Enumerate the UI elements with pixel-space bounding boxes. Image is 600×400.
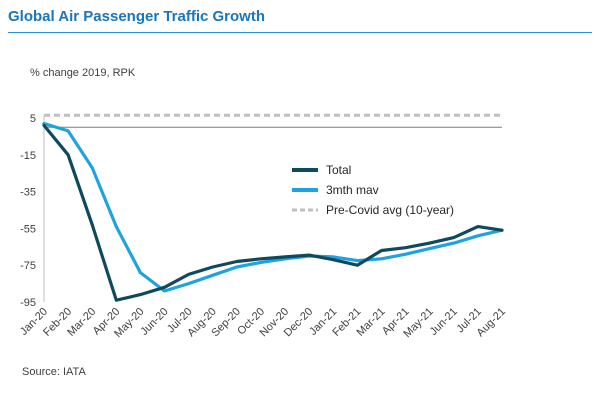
x-tick-label: Jun-21 bbox=[428, 306, 460, 338]
chart-title: Global Air Passenger Traffic Growth bbox=[8, 8, 266, 25]
y-tick-label: 5 bbox=[30, 113, 36, 125]
legend-label: Pre-Covid avg (10-year) bbox=[326, 203, 454, 217]
y-axis-label: % change 2019, RPK bbox=[30, 67, 136, 79]
legend-label: 3mth mav bbox=[326, 183, 379, 197]
y-tick-label: -35 bbox=[20, 187, 36, 199]
y-tick-label: -15 bbox=[20, 150, 36, 162]
legend-label: Total bbox=[326, 163, 351, 177]
x-tick-label: Jun-20 bbox=[138, 306, 170, 338]
series-line-total bbox=[42, 123, 504, 302]
source-note: Source: IATA bbox=[22, 366, 86, 378]
series-line-3mth-mav bbox=[42, 121, 504, 293]
y-tick-label: -95 bbox=[20, 297, 36, 309]
y-tick-label: -75 bbox=[20, 260, 36, 272]
title-underline bbox=[8, 32, 592, 33]
y-tick-label: -55 bbox=[20, 223, 36, 235]
